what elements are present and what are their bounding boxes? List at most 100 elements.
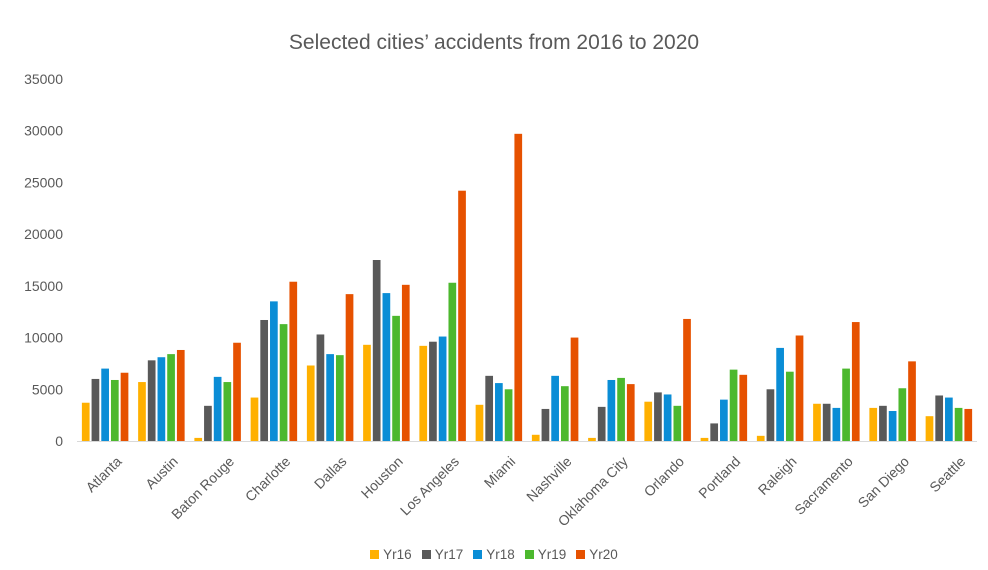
- bar-yr19-oklahoma-city: [617, 377, 625, 441]
- x-tick-label: Nashville: [523, 453, 575, 505]
- x-tick-label: Charlotte: [242, 453, 294, 505]
- bar-yr20-baton-rouge: [233, 342, 241, 441]
- bar-yr18-orlando: [663, 394, 672, 441]
- bar-yr16-miami: [475, 404, 484, 441]
- bar-yr18-austin: [157, 357, 166, 441]
- bar-yr16-atlanta: [81, 402, 90, 441]
- bar-yr20-sacramento: [851, 322, 860, 441]
- legend-item-yr20: Yr20: [576, 547, 618, 562]
- bar-yr18-baton-rouge: [213, 376, 222, 441]
- bar-yr18-charlotte: [270, 301, 278, 441]
- bar-yr20-houston: [401, 284, 410, 441]
- bar-yr20-nashville: [570, 337, 579, 441]
- bar-yr18-nashville: [551, 375, 559, 441]
- bar-yr18-atlanta: [101, 368, 109, 441]
- legend-label: Yr16: [383, 547, 412, 562]
- bar-yr17-dallas: [316, 334, 325, 441]
- bar-yr20-dallas: [345, 294, 354, 441]
- bar-yr17-austin: [147, 360, 156, 441]
- x-tick-label: Portland: [695, 453, 743, 501]
- bar-yr20-raleigh: [795, 335, 804, 441]
- legend-swatch: [473, 550, 483, 559]
- bar-yr18-dallas: [326, 354, 334, 441]
- bar-yr19-baton-rouge: [223, 382, 232, 441]
- bar-yr16-seattle: [925, 416, 934, 441]
- x-tick-label: Austin: [142, 453, 181, 492]
- bar-yr20-seattle: [964, 408, 973, 441]
- legend-swatch: [524, 550, 534, 559]
- bar-yr17-charlotte: [260, 319, 269, 441]
- bar-yr20-orlando: [683, 318, 691, 441]
- bar-yr16-sacramento: [813, 403, 821, 441]
- bar-yr16-baton-rouge: [194, 437, 203, 441]
- bar-yr19-orlando: [673, 405, 682, 441]
- bar-yr18-portland: [720, 399, 728, 441]
- bar-yr16-portland: [700, 437, 709, 441]
- bar-yr17-miami: [485, 375, 494, 441]
- bar-yr20-portland: [739, 374, 748, 441]
- bar-yr16-san-diego: [869, 407, 878, 441]
- legend-item-yr18: Yr18: [473, 547, 515, 562]
- legend-item-yr17: Yr17: [421, 547, 464, 562]
- bar-yr19-dallas: [335, 355, 344, 441]
- bar-yr19-atlanta: [110, 379, 119, 441]
- y-tick-label: 30000: [24, 123, 63, 139]
- bar-yr16-dallas: [306, 365, 315, 441]
- legend-label: Yr17: [434, 547, 464, 562]
- bar-yr18-sacramento: [832, 407, 841, 441]
- y-tick-label: 5000: [32, 381, 63, 397]
- x-tick-label: Sacramento: [791, 453, 856, 518]
- bar-yr18-oklahoma-city: [607, 379, 616, 441]
- bar-yr20-atlanta: [120, 372, 129, 441]
- x-tick-label: Los Angeles: [397, 453, 462, 518]
- y-axis: 0 5000 10000 15000 20000 25000 30000 35000: [24, 71, 63, 449]
- bar-yr20-oklahoma-city: [626, 384, 635, 441]
- bar-yr17-atlanta: [91, 378, 100, 441]
- legend: Yr16 Yr17 Yr18 Yr19 Yr20: [0, 547, 988, 562]
- bar-yr19-houston: [392, 315, 400, 441]
- bar-yr16-los-angeles: [419, 345, 428, 441]
- bar-yr19-los-angeles: [448, 282, 457, 441]
- x-tick-label: San Diego: [855, 453, 913, 511]
- bar-yr19-sacramento: [842, 368, 850, 441]
- bar-yr17-los-angeles: [429, 341, 437, 441]
- bar-yr16-charlotte: [250, 397, 259, 441]
- bar-yr17-portland: [710, 423, 719, 441]
- bar-yr16-raleigh: [756, 435, 765, 441]
- bar-yr17-seattle: [935, 395, 944, 441]
- bar-yr17-houston: [372, 260, 381, 441]
- chart-title: Selected cities’ accidents from 2016 to …: [288, 31, 700, 54]
- y-tick-label: 20000: [24, 226, 63, 242]
- bar-yr19-seattle: [954, 407, 963, 441]
- bar-yr16-nashville: [531, 434, 540, 441]
- legend-swatch: [421, 550, 431, 559]
- legend-swatch: [576, 550, 586, 559]
- bar-yr19-san-diego: [898, 388, 907, 441]
- legend-swatch: [370, 550, 380, 559]
- y-tick-label: 15000: [24, 278, 63, 294]
- y-tick-label: 0: [55, 433, 63, 449]
- bar-yr16-houston: [363, 344, 371, 441]
- bar-yr20-austin: [176, 349, 185, 441]
- bar-yr20-miami: [514, 133, 523, 441]
- y-tick-label: 35000: [24, 71, 63, 87]
- y-tick-label: 10000: [24, 330, 63, 346]
- x-tick-label: Atlanta: [82, 453, 124, 495]
- bar-yr18-houston: [382, 293, 391, 441]
- x-tick-label: Miami: [481, 453, 519, 491]
- bars: [81, 133, 973, 441]
- bar-yr19-charlotte: [279, 324, 288, 441]
- bar-yr20-san-diego: [908, 361, 916, 441]
- bar-yr17-raleigh: [766, 389, 775, 441]
- legend-item-yr19: Yr19: [524, 547, 566, 562]
- bar-yr18-miami: [495, 383, 503, 441]
- bar-yr17-san-diego: [879, 405, 887, 441]
- bar-yr16-austin: [138, 382, 146, 441]
- bar-yr17-nashville: [541, 408, 550, 441]
- bar-yr17-baton-rouge: [204, 405, 212, 441]
- bar-yr18-los-angeles: [438, 336, 447, 441]
- bar-yr17-orlando: [654, 392, 662, 441]
- bar-yr18-raleigh: [776, 347, 784, 441]
- bar-yr16-oklahoma-city: [588, 437, 596, 441]
